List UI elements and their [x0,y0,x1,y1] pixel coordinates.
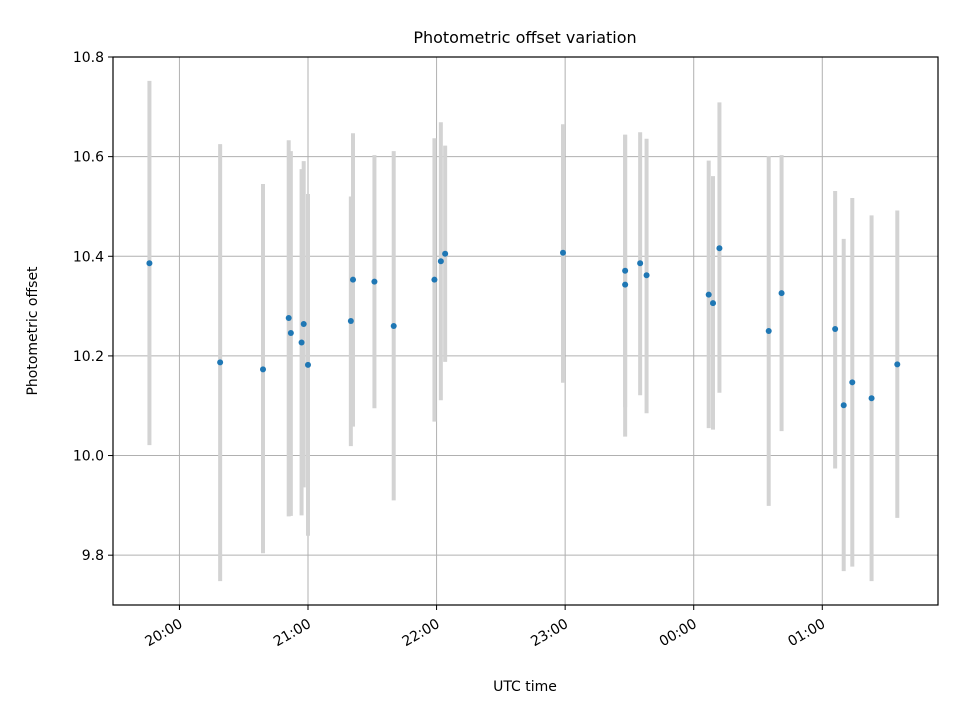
data-point [716,245,723,252]
data-point [442,250,449,257]
data-point [350,276,356,283]
data-point [622,281,629,288]
data-point [643,272,650,279]
y-tick-label: 10.4 [73,249,104,265]
data-point [778,290,785,297]
x-axis-label: UTC time [493,679,557,695]
y-tick-label: 10.2 [73,349,104,365]
data-point [437,258,444,265]
data-point [894,361,901,368]
data-point [146,260,153,267]
data-point [217,359,224,366]
data-point [832,326,839,333]
data-point [560,249,566,256]
data-point [710,300,716,307]
data-point [637,260,644,267]
data-point [260,366,266,373]
data-point [431,276,438,283]
plot-background [113,57,938,605]
data-point [849,379,856,386]
data-point [298,339,305,346]
data-point [287,329,294,336]
y-tick-label: 10.8 [73,50,104,66]
data-point [390,323,397,330]
data-point [300,321,307,328]
y-axis-ticks: 9.8 10.0 10.2 10.4 10.6 10.8 [73,50,113,564]
data-point [371,278,378,285]
data-point [765,328,772,334]
data-point [868,395,875,402]
data-points [146,245,901,409]
data-point [622,267,629,274]
data-point [347,318,354,325]
data-point [305,361,311,368]
data-point [840,402,847,409]
data-point [285,315,292,322]
data-point [705,291,712,298]
y-tick-label: 10.6 [73,150,104,166]
chart-title: Photometric offset variation [413,28,636,47]
y-tick-label: 10.0 [73,449,104,465]
y-axis-label: Photometric offset [25,266,41,396]
y-tick-label: 9.8 [82,548,104,564]
plot-frame [112,56,939,606]
